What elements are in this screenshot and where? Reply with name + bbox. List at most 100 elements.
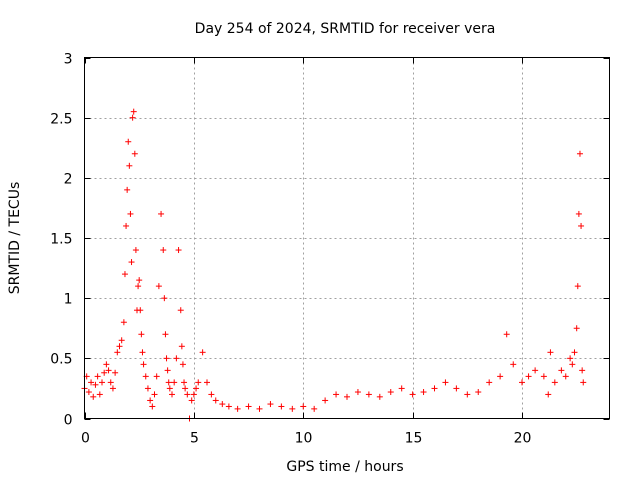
data-point	[503, 331, 510, 338]
data-point	[208, 391, 215, 398]
data-point	[161, 295, 168, 302]
data-point	[96, 391, 103, 398]
data-point	[344, 393, 350, 400]
data-point	[311, 405, 318, 412]
data-point	[398, 385, 405, 392]
data-point	[120, 319, 127, 326]
y-tick-label: 1.5	[50, 232, 72, 248]
data-point	[99, 379, 105, 386]
data-point	[138, 331, 145, 338]
data-point	[142, 373, 149, 380]
data-point	[151, 391, 158, 398]
data-point	[129, 114, 136, 121]
data-point	[169, 391, 175, 398]
plot-frame	[84, 57, 610, 419]
data-point	[420, 389, 427, 396]
data-point	[153, 373, 160, 380]
data-point	[245, 403, 252, 410]
data-point	[131, 150, 138, 157]
data-point	[540, 373, 547, 380]
data-point	[558, 367, 565, 374]
data-point	[579, 367, 586, 374]
data-point	[112, 369, 119, 376]
data-point	[575, 210, 582, 217]
data-point	[567, 355, 574, 362]
data-point	[139, 349, 146, 356]
data-point	[365, 391, 372, 398]
data-point	[387, 389, 394, 396]
data-point	[195, 379, 202, 386]
data-point	[184, 391, 191, 398]
data-point	[175, 247, 182, 254]
data-point	[118, 337, 125, 344]
data-point	[486, 379, 493, 386]
data-point	[101, 369, 108, 376]
grid	[84, 57, 610, 419]
data-point	[103, 361, 110, 368]
data-point	[525, 373, 532, 380]
data-point	[199, 349, 206, 356]
data-point	[322, 397, 329, 404]
data-point	[144, 385, 151, 392]
x-axis-label: GPS time / hours	[286, 459, 403, 475]
data-point	[354, 389, 361, 396]
data-point	[256, 405, 263, 412]
data-point	[162, 331, 169, 338]
data-point	[92, 381, 99, 388]
data-point	[574, 283, 581, 290]
data-point	[578, 222, 585, 229]
data-point	[85, 389, 92, 396]
data-point	[576, 150, 583, 157]
x-tick-label: 15	[405, 431, 423, 447]
data-point	[127, 210, 134, 217]
data-point	[160, 247, 167, 254]
y-tick-labels: 0 0.5 1 1.5 2 2.5 3	[50, 52, 72, 429]
data-point	[333, 391, 340, 398]
y-axis-label: SRMTID / TECUs	[7, 182, 23, 295]
data-point	[130, 108, 137, 115]
y-tick-label: 0.5	[50, 352, 72, 368]
data-point	[204, 379, 210, 386]
data-point	[136, 277, 143, 284]
data-point	[165, 379, 172, 386]
data-point	[109, 385, 116, 392]
y-tick-label: 2.5	[50, 112, 72, 128]
data-point	[219, 401, 226, 408]
x-tick-label: 5	[190, 431, 199, 447]
data-point	[278, 403, 285, 410]
data-point	[225, 403, 232, 410]
data-point	[173, 355, 180, 362]
data-point	[193, 385, 200, 392]
y-tick-label: 2	[64, 172, 73, 188]
data-point	[88, 379, 95, 386]
data-point	[234, 405, 241, 412]
data-point	[116, 343, 123, 350]
x-tick-labels: 0 5 10 15 20	[81, 431, 531, 447]
data-point	[475, 389, 482, 396]
x-tick-label: 20	[514, 431, 532, 447]
data-point	[135, 283, 142, 290]
data-point	[124, 186, 131, 193]
data-point	[519, 379, 525, 386]
data-point	[547, 349, 554, 356]
data-point	[158, 210, 165, 217]
data-point	[107, 379, 114, 386]
data-point	[137, 307, 144, 314]
data-point	[431, 385, 438, 392]
data-point	[464, 391, 471, 398]
data-point	[300, 403, 307, 410]
data-point	[179, 361, 186, 368]
data-point	[132, 247, 139, 254]
data-point	[551, 379, 558, 386]
data-point	[289, 405, 296, 412]
data-point	[569, 361, 576, 368]
data-point	[267, 401, 274, 408]
data-point	[562, 373, 569, 380]
data-point	[105, 367, 112, 374]
data-point	[580, 379, 587, 386]
data-point	[163, 355, 170, 362]
data-point	[149, 403, 156, 410]
data-point	[571, 349, 578, 356]
data-point	[409, 391, 416, 398]
